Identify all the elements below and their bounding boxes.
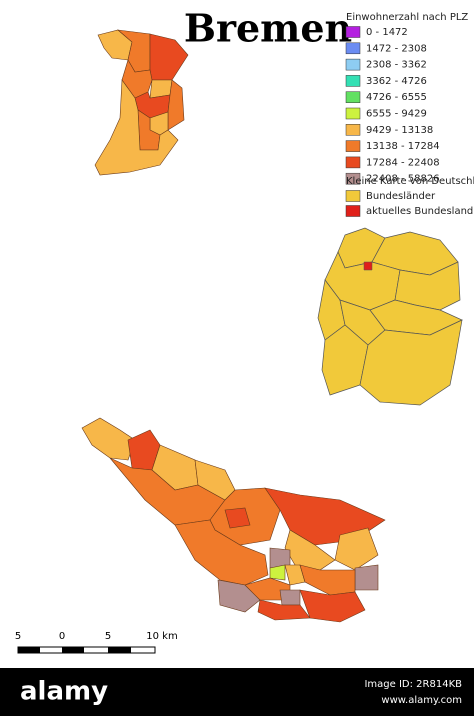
- region: [81, 417, 136, 461]
- legend-label: 4726 - 6555: [366, 92, 427, 103]
- legend-swatch: [345, 75, 361, 87]
- legend-label: 0 - 1472: [366, 27, 408, 38]
- legend-label: 9429 - 13138: [366, 125, 433, 136]
- legend-label: aktuelles Bundesland: [366, 206, 473, 217]
- small-map-legend-title: Kleine Karte von Deutschland: [346, 176, 474, 187]
- germany-map: [317, 227, 463, 406]
- legend-label: 17284 - 22408: [366, 157, 440, 168]
- legend-label: 6555 - 9429: [366, 109, 427, 120]
- scale-bar: 5 0 5 10 km: [15, 631, 178, 654]
- region: [299, 589, 366, 623]
- watermark-id: Image ID: 2R814KB: [364, 679, 462, 690]
- legend-label: 2308 - 3362: [366, 60, 427, 71]
- region: [174, 519, 269, 586]
- scale-label: 5: [105, 631, 111, 642]
- region: [149, 33, 189, 81]
- legend-swatch: [345, 124, 361, 136]
- scale-bar-segment: [62, 647, 84, 653]
- scale-bar-segment: [108, 647, 131, 653]
- region: [217, 579, 261, 613]
- watermark-url: www.alamy.com: [381, 695, 462, 706]
- scale-label: 5: [15, 631, 21, 642]
- scale-label: 10 km: [146, 631, 177, 642]
- legend-swatch: [345, 172, 361, 185]
- legend-swatch: [345, 205, 361, 217]
- watermark-brand: alamy: [20, 677, 108, 707]
- legend-swatch: [345, 91, 361, 103]
- legend-swatch: [345, 140, 361, 152]
- legend-label: 22408 - 58826: [366, 174, 440, 185]
- legend-label: 3362 - 4726: [366, 76, 427, 87]
- legend-swatch: [345, 156, 361, 169]
- legend-label: Bundesländer: [366, 191, 436, 202]
- legend-swatch: [345, 190, 361, 202]
- legend: 0 - 1472 1472 - 2308 2308 - 3362 3362 - 472…: [345, 26, 440, 185]
- legend-swatch: [345, 58, 361, 71]
- legend-label: 13138 - 17284: [366, 141, 440, 152]
- current-state: [363, 261, 373, 271]
- region: [354, 564, 379, 591]
- watermark-bar: [0, 668, 474, 716]
- region: [224, 507, 251, 529]
- region: [299, 564, 356, 596]
- scale-bar-segment: [18, 647, 40, 653]
- state: [359, 319, 463, 406]
- legend-swatch: [345, 42, 361, 55]
- region: [334, 527, 379, 571]
- legend-label: 1472 - 2308: [366, 43, 427, 54]
- region: [269, 564, 286, 581]
- region: [94, 79, 179, 176]
- bremerhaven-map: [94, 29, 189, 176]
- scale-label: 0: [59, 631, 65, 642]
- bremen-map: [81, 417, 386, 623]
- map-title: Bremen: [184, 6, 352, 51]
- legend-title: Einwohnerzahl nach PLZ: [346, 12, 468, 23]
- region: [194, 459, 236, 501]
- region: [279, 589, 301, 606]
- small-map-legend: Bundesländer aktuelles Bundesland: [345, 190, 473, 217]
- legend-swatch: [345, 26, 361, 38]
- legend-swatch: [345, 107, 361, 120]
